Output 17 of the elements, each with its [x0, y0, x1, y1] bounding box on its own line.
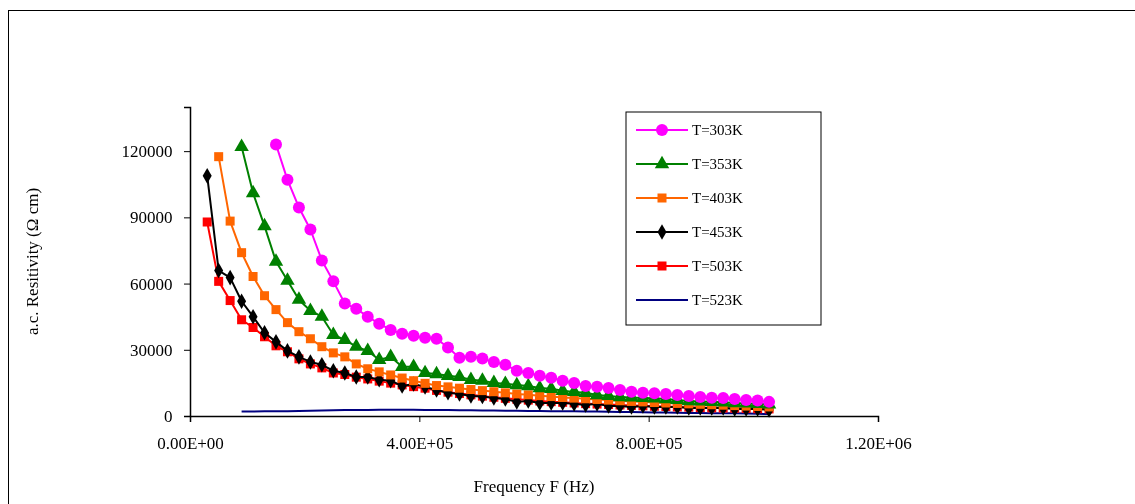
y-tick-label: 90000	[130, 208, 173, 228]
y-tick-label: 60000	[130, 274, 173, 294]
y-tick-label: 0	[164, 406, 173, 426]
x-tick-label: 4.00E+05	[386, 433, 454, 453]
y-tick-label: 30000	[130, 340, 173, 360]
legend-label: T=523K	[692, 292, 744, 308]
legend-label: T=303K	[692, 122, 744, 138]
y-axis-title: a.c. Resitivity (Ω cm)	[23, 187, 42, 336]
x-axis-title: Frequency F (Hz)	[473, 477, 595, 496]
legend-label: T=403K	[692, 190, 744, 206]
legend-label: T=503K	[692, 258, 744, 274]
x-tick-label: 8.00E+05	[615, 433, 683, 453]
x-tick-label: 0.00E+00	[157, 433, 224, 453]
x-tick-label: 1.20E+06	[845, 433, 912, 453]
legend-label: T=453K	[692, 224, 744, 240]
legend-label: T=353K	[692, 156, 744, 172]
y-tick-label: 120000	[121, 142, 173, 162]
